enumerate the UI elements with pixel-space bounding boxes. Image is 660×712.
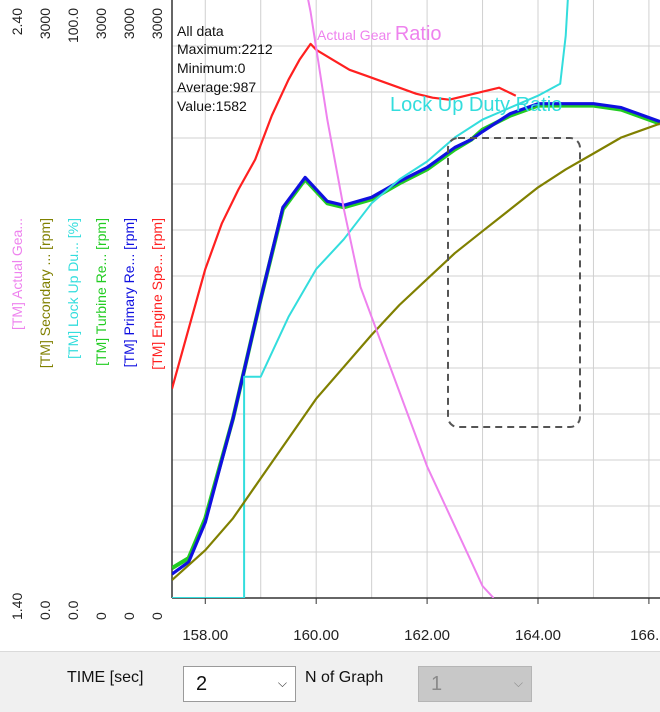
left-axis-top-label: 3000 [121, 8, 137, 39]
left-axis-bottom-label: 0 [121, 612, 137, 620]
x-tick-label: 158.00 [182, 627, 228, 644]
x-axis-ticks: 158.00 160.00 162.00 164.00 166.0 [182, 598, 660, 644]
x-tick-label: 162.00 [404, 627, 450, 644]
n-of-graph-select: 1 ⌵ [418, 666, 532, 702]
left-axis-top-label: 3000 [93, 8, 109, 39]
y-axis-series-label: [TM] Lock Up Du... [%] [65, 218, 81, 359]
left-axis-top-label: 3000 [149, 8, 165, 39]
y-axis-series-label: [TM] Turbine Re... [rpm] [93, 218, 109, 366]
n-of-graph-value: 1 [431, 673, 442, 696]
stats-minimum: Minimum:0 [177, 60, 246, 76]
stats-maximum: Maximum:2212 [177, 41, 273, 57]
y-axis-labels: [TM] Actual Gea... [TM] Secondary ... [rp… [9, 218, 165, 370]
left-axis-top-label: 100.0 [65, 8, 81, 43]
stats-value: Value:1582 [177, 98, 247, 114]
annotation-lock-up-duty-ratio: Lock Up Duty Ratio [390, 94, 562, 116]
left-axis-bottom-label: 1.40 [9, 593, 25, 620]
x-tick-label: 160.00 [293, 627, 339, 644]
x-tick-label: 164.00 [515, 627, 561, 644]
y-axis-series-label: [TM] Engine Spe... [rpm] [149, 218, 165, 370]
x-tick-label: 166.0 [630, 627, 660, 644]
left-axis-top-label: 3000 [37, 8, 53, 39]
left-axis-bottom-label: 0 [149, 612, 165, 620]
left-axes: 2.40 1.40 3000 0.0 100.0 0.0 3000 0 3000 0 3000 0 [9, 8, 165, 620]
chevron-down-icon: ⌵ [514, 676, 523, 691]
left-axis-bottom-label: 0.0 [37, 600, 53, 620]
toolbar: TIME [sec] 2 ⌵ N of Graph 1 ⌵ [0, 651, 660, 712]
annotation-gear-suffix: Ratio [395, 23, 442, 45]
stats-average: Average:987 [177, 79, 256, 95]
left-axis-bottom-label: 0 [93, 612, 109, 620]
chart: 2.40 1.40 3000 0.0 100.0 0.0 3000 0 3000 0 3000 0 [… [0, 0, 660, 651]
annotation-actual-gear-ratio: Actual Gear Ratio [317, 23, 442, 45]
chevron-down-icon: ⌵ [278, 676, 287, 691]
stats-title: All data [177, 23, 224, 39]
n-of-graph-label: N of Graph [305, 669, 383, 687]
time-select[interactable]: 2 ⌵ [183, 666, 296, 702]
y-axis-series-label: [TM] Primary Re... [rpm] [121, 218, 137, 367]
y-axis-series-label: [TM] Secondary ... [rpm] [37, 218, 53, 368]
time-label: TIME [sec] [67, 669, 143, 687]
left-axis-bottom-label: 0.0 [65, 600, 81, 620]
time-select-value: 2 [196, 673, 207, 696]
y-axis-series-label: [TM] Actual Gea... [9, 218, 25, 330]
left-axis-top-label: 2.40 [9, 8, 25, 35]
annotation-gear-prefix: Actual Gear [317, 27, 395, 43]
